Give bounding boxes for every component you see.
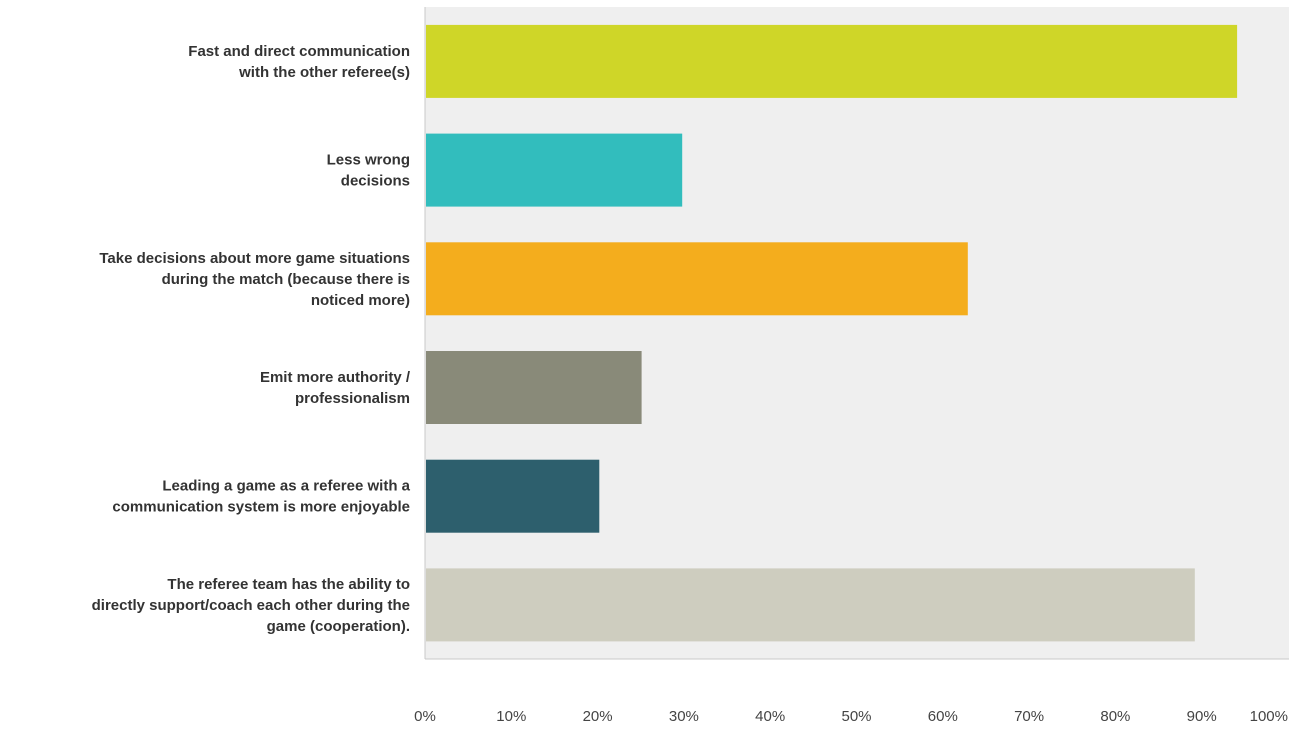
plot-area-background xyxy=(425,7,1289,659)
x-tick-label: 60% xyxy=(928,708,958,725)
category-label-line: Less wrong xyxy=(327,152,410,169)
category-label-5: The referee team has the ability to direc… xyxy=(92,576,410,635)
bar-2 xyxy=(426,242,968,316)
category-label-0: Fast and direct communication with the ot… xyxy=(188,43,410,81)
category-label-3: Emit more authority / professionalism xyxy=(260,369,411,407)
category-label-line: with the other referee(s) xyxy=(238,64,410,81)
category-label-line: decisions xyxy=(341,173,410,190)
x-tick-label: 70% xyxy=(1014,708,1044,725)
category-label-2: Take decisions about more game situation… xyxy=(99,250,410,309)
x-tick-label: 50% xyxy=(841,708,871,725)
x-tick-label: 20% xyxy=(583,708,613,725)
category-label-line: Take decisions about more game situation… xyxy=(99,250,410,267)
category-labels-group: Fast and direct communication with the ot… xyxy=(92,43,411,635)
category-label-4: Leading a game as a referee with a commun… xyxy=(112,478,410,516)
bar-4 xyxy=(426,459,600,533)
x-tick-label: 80% xyxy=(1100,708,1130,725)
category-label-line: Leading a game as a referee with a xyxy=(162,478,410,495)
x-tick-label: 0% xyxy=(414,708,436,725)
category-label-line: communication system is more enjoyable xyxy=(112,499,410,516)
category-label-line: noticed more) xyxy=(311,292,410,309)
bar-0 xyxy=(426,24,1238,98)
category-label-line: directly support/coach each other during… xyxy=(92,597,410,614)
x-tick-label: 40% xyxy=(755,708,785,725)
category-label-line: The referee team has the ability to xyxy=(167,576,410,593)
category-label-line: professionalism xyxy=(295,390,410,407)
x-tick-label: 10% xyxy=(496,708,526,725)
bar-5 xyxy=(426,568,1195,642)
x-tick-labels-group: 0% 10% 20% 30% 40% 50% 60% 70% 80% 90% 100% xyxy=(414,708,1288,725)
category-label-line: during the match (because there is xyxy=(162,271,410,288)
x-tick-label: 30% xyxy=(669,708,699,725)
x-tick-label: 90% xyxy=(1187,708,1217,725)
category-label-line: Fast and direct communication xyxy=(188,43,410,60)
bar-1 xyxy=(426,133,683,207)
category-label-line: game (cooperation). xyxy=(267,618,410,635)
category-label-line: Emit more authority / xyxy=(260,369,411,386)
category-label-1: Less wrong decisions xyxy=(327,152,410,190)
bars-group xyxy=(426,24,1238,642)
x-tick-label: 100% xyxy=(1250,708,1288,725)
bar-3 xyxy=(426,351,642,424)
